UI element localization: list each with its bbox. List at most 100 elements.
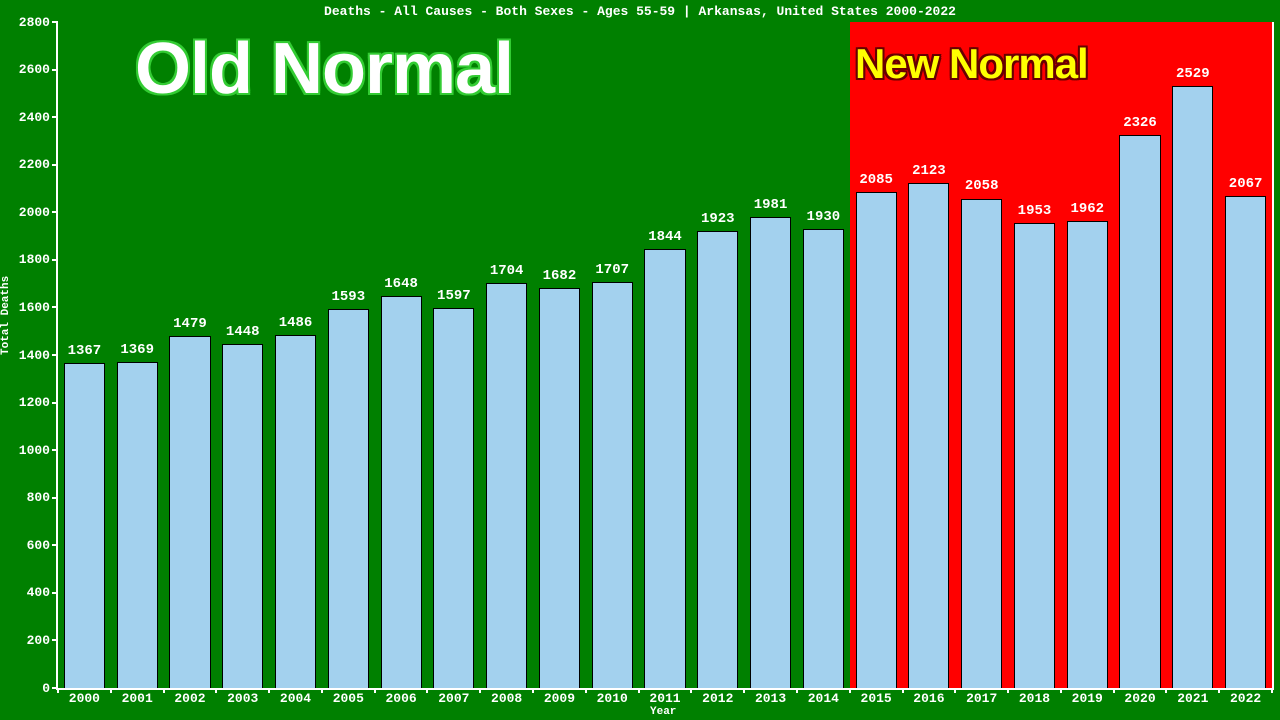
bar: [381, 296, 422, 688]
y-tick: [52, 449, 58, 451]
bar-value-label: 1593: [331, 289, 365, 305]
bar-value-label: 1648: [384, 276, 418, 292]
bar: [1014, 223, 1055, 688]
x-tick: [1113, 688, 1115, 693]
bar-value-label: 1486: [279, 315, 313, 331]
bar-value-label: 1707: [595, 262, 629, 278]
bar: [486, 283, 527, 688]
x-tick: [902, 688, 904, 693]
bar: [697, 231, 738, 688]
bar: [117, 362, 158, 688]
x-tick: [215, 688, 217, 693]
x-tick-label: 2021: [1177, 691, 1208, 706]
x-tick-label: 2009: [544, 691, 575, 706]
bar: [539, 288, 580, 688]
x-tick: [690, 688, 692, 693]
x-tick: [163, 688, 165, 693]
x-tick-label: 2013: [755, 691, 786, 706]
bar-value-label: 1923: [701, 211, 735, 227]
bar: [1225, 196, 1266, 688]
y-tick-label: 1600: [19, 300, 50, 315]
bar-value-label: 1953: [1018, 203, 1052, 219]
x-tick-label: 2003: [227, 691, 258, 706]
bar-value-label: 1479: [173, 316, 207, 332]
x-tick-label: 2004: [280, 691, 311, 706]
bar: [961, 199, 1002, 689]
y-tick-label: 2400: [19, 110, 50, 125]
y-tick-label: 2600: [19, 62, 50, 77]
x-tick-label: 2007: [438, 691, 469, 706]
bar-value-label: 1981: [754, 197, 788, 213]
chart-container: Deaths - All Causes - Both Sexes - Ages …: [0, 0, 1280, 720]
x-tick: [638, 688, 640, 693]
x-tick-label: 2022: [1230, 691, 1261, 706]
bar-value-label: 1844: [648, 229, 682, 245]
x-tick: [1271, 688, 1273, 693]
bar-value-label: 1367: [68, 343, 102, 359]
x-tick-label: 2002: [174, 691, 205, 706]
x-tick: [532, 688, 534, 693]
y-axis-line-right: [1272, 22, 1274, 688]
y-tick-label: 1200: [19, 395, 50, 410]
bar-value-label: 2123: [912, 163, 946, 179]
x-tick-label: 2005: [333, 691, 364, 706]
bar: [433, 308, 474, 688]
x-tick: [743, 688, 745, 693]
chart-title: Deaths - All Causes - Both Sexes - Ages …: [0, 4, 1280, 19]
x-tick-label: 2019: [1072, 691, 1103, 706]
x-tick-label: 2010: [597, 691, 628, 706]
y-tick: [52, 306, 58, 308]
x-tick: [1007, 688, 1009, 693]
y-tick-label: 200: [27, 633, 50, 648]
annotation-0: Old Normal: [135, 28, 513, 110]
x-tick-label: 2012: [702, 691, 733, 706]
bar-value-label: 1962: [1070, 201, 1104, 217]
x-tick-label: 2018: [1019, 691, 1050, 706]
bar: [750, 217, 791, 688]
y-tick-label: 600: [27, 538, 50, 553]
bar: [1172, 86, 1213, 688]
bar: [592, 282, 633, 688]
x-tick: [954, 688, 956, 693]
bar-value-label: 1597: [437, 288, 471, 304]
bar: [1067, 221, 1108, 688]
bar: [803, 229, 844, 688]
bar: [64, 363, 105, 688]
x-tick-label: 2000: [69, 691, 100, 706]
y-tick: [52, 544, 58, 546]
y-tick-label: 2000: [19, 205, 50, 220]
x-tick: [426, 688, 428, 693]
y-tick-label: 400: [27, 585, 50, 600]
bar-value-label: 2058: [965, 178, 999, 194]
y-tick: [52, 211, 58, 213]
x-tick: [796, 688, 798, 693]
y-tick-label: 1400: [19, 348, 50, 363]
x-tick: [1165, 688, 1167, 693]
x-tick: [268, 688, 270, 693]
bar-value-label: 1369: [120, 342, 154, 358]
x-tick-label: 2008: [491, 691, 522, 706]
x-tick: [585, 688, 587, 693]
x-tick-label: 2014: [808, 691, 839, 706]
y-tick: [52, 69, 58, 71]
bar: [644, 249, 685, 688]
y-tick: [52, 402, 58, 404]
y-tick: [52, 116, 58, 118]
y-tick: [52, 21, 58, 23]
x-tick: [849, 688, 851, 693]
x-tick: [321, 688, 323, 693]
bar-value-label: 1930: [807, 209, 841, 225]
bar: [1119, 135, 1160, 688]
annotation-1: New Normal: [855, 40, 1088, 88]
y-tick-label: 1000: [19, 443, 50, 458]
bar: [275, 335, 316, 688]
x-tick-label: 2017: [966, 691, 997, 706]
bar: [222, 344, 263, 688]
y-tick: [52, 354, 58, 356]
bar: [328, 309, 369, 688]
y-tick: [52, 592, 58, 594]
x-tick: [374, 688, 376, 693]
x-tick-label: 2001: [122, 691, 153, 706]
x-axis-line: [56, 688, 1274, 690]
bar-value-label: 2529: [1176, 66, 1210, 82]
